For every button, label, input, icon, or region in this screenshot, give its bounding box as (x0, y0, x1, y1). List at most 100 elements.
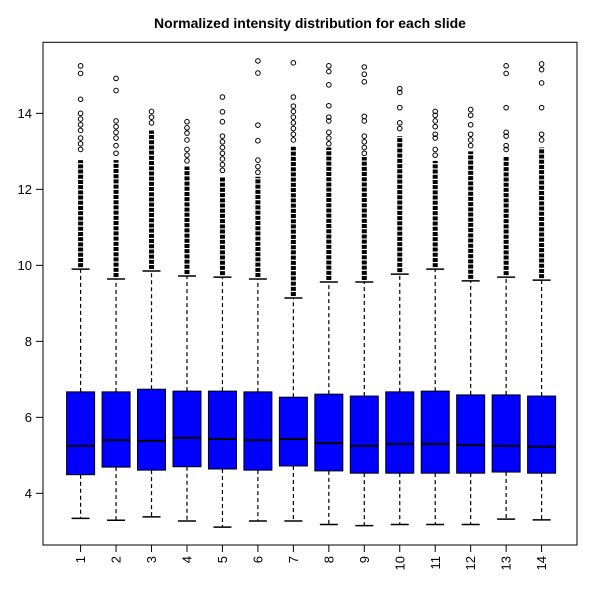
outlier-point (467, 121, 474, 128)
outlier-point (432, 112, 439, 119)
outlier-point (503, 133, 509, 139)
outlier-point (503, 146, 509, 153)
outlier-point (326, 68, 332, 75)
outlier-point (361, 118, 368, 124)
outlier-point (77, 96, 84, 103)
outlier-point (255, 137, 261, 144)
iqr-box (491, 394, 521, 473)
outlier-point (184, 152, 190, 158)
outlier-point (113, 123, 119, 130)
x-axis-tick-label: 12 (463, 556, 478, 570)
outlier-point (432, 152, 439, 158)
outlier-point (219, 109, 226, 115)
outlier-point (538, 66, 545, 73)
iqr-box (420, 390, 450, 474)
outlier-point (467, 142, 474, 149)
outlier-point (503, 63, 509, 69)
outlier-point (113, 135, 119, 141)
outlier-point (255, 163, 261, 170)
outlier-point (538, 131, 545, 138)
outlier-point (113, 87, 119, 94)
outlier-point (77, 127, 84, 134)
outlier-point (184, 158, 190, 164)
outlier-point (503, 142, 509, 149)
outlier-point (219, 118, 226, 125)
outlier-point (148, 114, 155, 120)
outlier-point (467, 131, 474, 138)
outlier-point (326, 63, 332, 69)
chart-title: Normalized intensity distribution for ea… (154, 15, 466, 31)
outlier-point (432, 131, 439, 138)
outlier-point (255, 122, 261, 128)
iqr-box (385, 391, 415, 474)
outlier-point (361, 79, 368, 85)
outlier-point (219, 133, 226, 139)
outlier-point (396, 120, 403, 126)
outlier-point (290, 114, 297, 120)
iqr-box (349, 395, 379, 474)
x-axis-tick-label: 8 (321, 556, 336, 563)
outlier-point (326, 102, 332, 109)
x-axis-tick-label: 11 (428, 556, 443, 570)
outlier-point (77, 63, 84, 69)
outlier-point (255, 70, 261, 76)
outlier-point (184, 137, 190, 143)
outlier-point (538, 61, 545, 67)
y-axis-tick-label: 6 (25, 410, 32, 425)
outlier-point (361, 71, 368, 78)
outlier-point (113, 129, 119, 136)
outlier-point (255, 169, 261, 176)
x-axis-tick-label: 13 (499, 556, 514, 570)
outlier-point (77, 121, 84, 128)
outlier-point (467, 112, 474, 119)
outlier-point (503, 104, 509, 111)
outlier-point (361, 150, 368, 157)
outlier-point (219, 94, 226, 100)
outlier-point (326, 114, 332, 120)
outlier-point (77, 140, 84, 147)
outlier-point (77, 135, 84, 141)
outlier-point (326, 82, 332, 88)
outlier-point (290, 60, 297, 66)
iqr-box (456, 394, 486, 474)
outlier-point (113, 150, 119, 157)
x-axis-tick-label: 5 (215, 556, 230, 563)
outlier-point (467, 137, 474, 143)
outlier-point (77, 146, 84, 153)
x-axis-tick-label: 4 (180, 556, 195, 563)
outlier-point (290, 131, 297, 138)
outlier-point (255, 157, 261, 163)
iqr-box (101, 391, 131, 468)
outlier-point (290, 94, 297, 100)
outlier-point (219, 150, 226, 157)
outlier-point (113, 142, 119, 149)
outlier-point (219, 167, 226, 174)
iqr-box (137, 388, 167, 471)
outlier-point (538, 137, 545, 143)
outlier-point (184, 146, 190, 153)
iqr-box (278, 396, 308, 467)
outlier-point (361, 64, 368, 70)
outlier-point (219, 139, 226, 145)
outlier-point (467, 106, 474, 113)
y-axis-tick-label: 10 (18, 258, 32, 273)
outlier-point (396, 85, 403, 92)
outlier-point (432, 146, 439, 153)
outlier-point (113, 75, 119, 82)
x-axis-tick-label: 10 (392, 556, 407, 570)
outlier-point (432, 108, 439, 115)
outlier-point (148, 108, 155, 115)
outlier-point (148, 120, 155, 126)
x-axis-tick-label: 7 (286, 556, 301, 563)
outlier-point (326, 140, 332, 147)
outlier-point (361, 113, 368, 120)
x-axis-tick-label: 1 (73, 556, 88, 563)
outlier-point (326, 118, 332, 124)
outlier-point (113, 118, 119, 124)
outlier-point (432, 118, 439, 124)
y-axis-tick-label: 4 (25, 486, 32, 501)
outlier-point (432, 123, 439, 130)
outlier-point (219, 144, 226, 151)
